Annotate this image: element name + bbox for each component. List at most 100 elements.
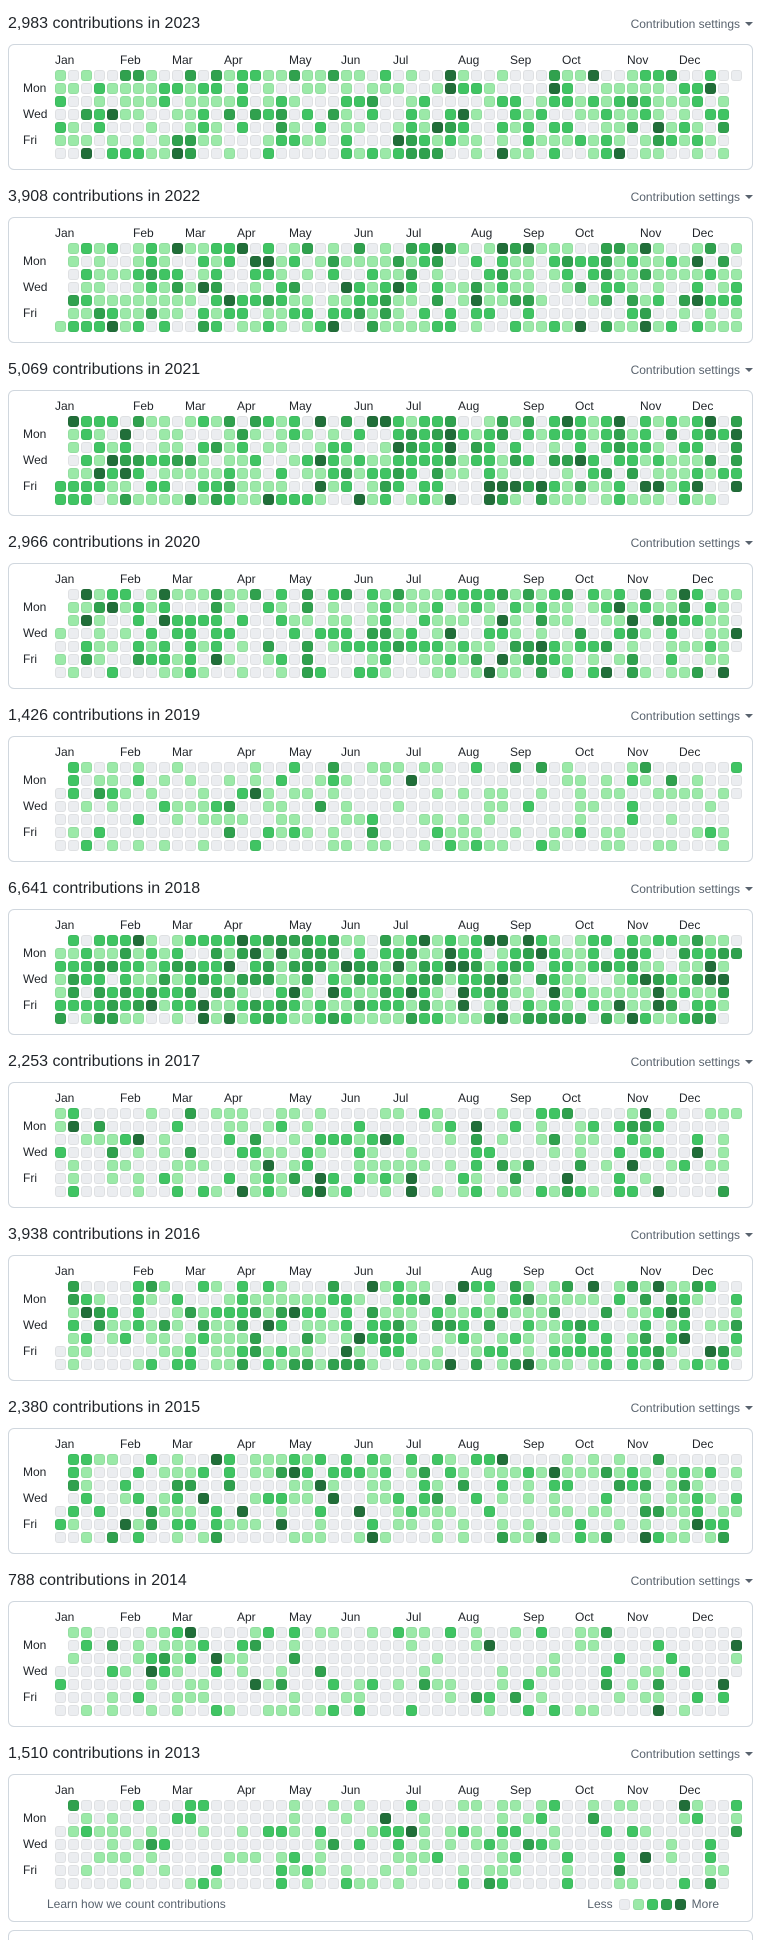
contribution-cell[interactable] [666,1692,677,1703]
contribution-cell[interactable] [302,762,313,773]
contribution-cell[interactable] [81,827,92,838]
contribution-cell[interactable] [263,269,274,280]
contribution-cell[interactable] [731,70,742,81]
contribution-cell[interactable] [367,1121,378,1132]
contribution-cell[interactable] [120,295,131,306]
contribution-cell[interactable] [562,1865,573,1876]
contribution-cell[interactable] [731,1826,742,1837]
contribution-cell[interactable] [549,442,560,453]
contribution-cell[interactable] [276,1705,287,1716]
contribution-cell[interactable] [185,1493,196,1504]
contribution-cell[interactable] [341,1359,352,1370]
contribution-cell[interactable] [497,1333,508,1344]
contribution-cell[interactable] [354,122,365,133]
contribution-cell[interactable] [536,135,547,146]
contribution-cell[interactable] [211,468,222,479]
contribution-cell[interactable] [211,1346,222,1357]
contribution-cell[interactable] [718,494,729,505]
contribution-cell[interactable] [679,1333,690,1344]
contribution-cell[interactable] [224,1800,235,1811]
contribution-cell[interactable] [224,1013,235,1024]
contribution-cell[interactable] [211,788,222,799]
contribution-cell[interactable] [341,243,352,254]
contribution-cell[interactable] [146,1134,157,1145]
contribution-cell[interactable] [198,1627,209,1638]
contribution-cell[interactable] [237,641,248,652]
contribution-cell[interactable] [315,1627,326,1638]
contribution-cell[interactable] [380,654,391,665]
contribution-cell[interactable] [679,827,690,838]
contribution-cell[interactable] [289,1454,300,1465]
contribution-cell[interactable] [133,96,144,107]
contribution-cell[interactable] [302,256,313,267]
contribution-cell[interactable] [640,1493,651,1504]
contribution-cell[interactable] [172,1307,183,1318]
contribution-cell[interactable] [185,308,196,319]
contribution-cell[interactable] [653,987,664,998]
contribution-cell[interactable] [120,1813,131,1824]
contribution-cell[interactable] [614,1627,625,1638]
contribution-cell[interactable] [302,455,313,466]
contribution-cell[interactable] [94,122,105,133]
contribution-cell[interactable] [159,961,170,972]
contribution-cell[interactable] [614,282,625,293]
contribution-cell[interactable] [68,974,79,985]
contribution-cell[interactable] [263,282,274,293]
contribution-cell[interactable] [510,1346,521,1357]
contribution-cell[interactable] [432,1826,443,1837]
contribution-cell[interactable] [497,1186,508,1197]
contribution-cell[interactable] [172,1705,183,1716]
contribution-cell[interactable] [445,788,456,799]
contribution-cell[interactable] [432,1294,443,1305]
contribution-cell[interactable] [432,1454,443,1465]
contribution-cell[interactable] [718,1826,729,1837]
contribution-cell[interactable] [497,615,508,626]
contribution-cell[interactable] [94,1666,105,1677]
contribution-cell[interactable] [705,308,716,319]
contribution-cell[interactable] [692,1692,703,1703]
contribution-cell[interactable] [367,1800,378,1811]
contribution-cell[interactable] [406,1865,417,1876]
contribution-cell[interactable] [367,1653,378,1664]
contribution-cell[interactable] [666,1640,677,1651]
contribution-cell[interactable] [302,602,313,613]
contribution-cell[interactable] [237,615,248,626]
contribution-cell[interactable] [523,1839,534,1850]
contribution-cell[interactable] [549,429,560,440]
contribution-cell[interactable] [445,1333,456,1344]
contribution-cell[interactable] [224,1333,235,1344]
contribution-cell[interactable] [536,1108,547,1119]
contribution-cell[interactable] [159,1147,170,1158]
contribution-cell[interactable] [302,1653,313,1664]
contribution-cell[interactable] [146,788,157,799]
contribution-cell[interactable] [172,1454,183,1465]
contribution-cell[interactable] [692,641,703,652]
contribution-cell[interactable] [575,654,586,665]
contribution-cell[interactable] [146,827,157,838]
contribution-cell[interactable] [653,1359,664,1370]
contribution-cell[interactable] [263,1532,274,1543]
contribution-cell[interactable] [432,416,443,427]
contribution-cell[interactable] [419,654,430,665]
contribution-cell[interactable] [263,801,274,812]
contribution-cell[interactable] [718,1666,729,1677]
contribution-cell[interactable] [536,801,547,812]
contribution-cell[interactable] [68,1865,79,1876]
contribution-cell[interactable] [653,974,664,985]
contribution-cell[interactable] [458,948,469,959]
contribution-cell[interactable] [120,1359,131,1370]
contribution-cell[interactable] [172,1519,183,1530]
contribution-cell[interactable] [354,1320,365,1331]
contribution-cell[interactable] [263,1346,274,1357]
contribution-cell[interactable] [81,840,92,851]
contribution-cell[interactable] [250,948,261,959]
contribution-cell[interactable] [575,442,586,453]
contribution-cell[interactable] [328,775,339,786]
contribution-cell[interactable] [185,1320,196,1331]
contribution-cell[interactable] [133,1692,144,1703]
contribution-cell[interactable] [627,840,638,851]
contribution-cell[interactable] [341,1147,352,1158]
contribution-cell[interactable] [640,1878,651,1889]
contribution-cell[interactable] [250,416,261,427]
contribution-cell[interactable] [133,1134,144,1145]
